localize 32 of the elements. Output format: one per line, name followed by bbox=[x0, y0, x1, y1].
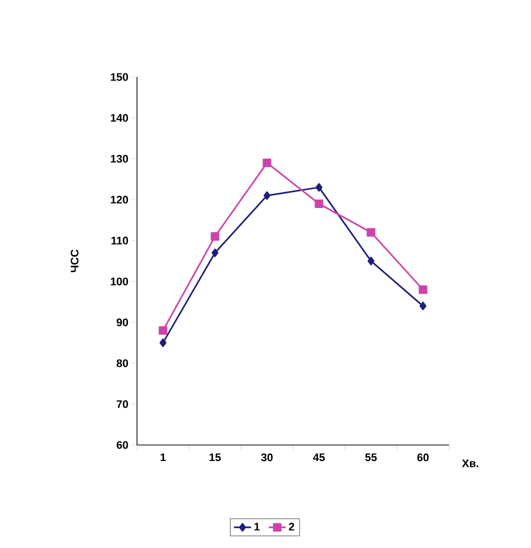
x-tick-label: 45 bbox=[313, 454, 325, 462]
point bbox=[262, 158, 272, 168]
point bbox=[264, 191, 270, 200]
y-tick-label: 140 bbox=[110, 114, 128, 122]
x-tick-label: 60 bbox=[417, 454, 429, 462]
y-tick-label: 130 bbox=[110, 154, 128, 163]
legend-label: 1 bbox=[254, 522, 260, 530]
point bbox=[368, 256, 374, 266]
point bbox=[212, 248, 218, 258]
x-tick-label: 30 bbox=[261, 454, 273, 462]
y-tick-label: 60 bbox=[116, 441, 128, 449]
y-axis-title: ЧСС bbox=[70, 250, 78, 272]
x-tick-label: 1 bbox=[160, 454, 166, 462]
point bbox=[366, 228, 376, 237]
point bbox=[420, 302, 426, 310]
point bbox=[316, 183, 322, 192]
point bbox=[160, 338, 166, 348]
y-tick-label: 100 bbox=[110, 278, 128, 286]
y-tick-label: 90 bbox=[116, 318, 128, 326]
y-tick-label: 80 bbox=[116, 359, 128, 368]
x-axis-title: Хв. bbox=[462, 460, 478, 468]
y-tick-label: 150 bbox=[110, 73, 128, 81]
y-tick-label: 110 bbox=[111, 236, 128, 244]
point bbox=[314, 199, 324, 208]
point bbox=[418, 285, 428, 294]
y-tick-label: 70 bbox=[116, 400, 128, 408]
legend-label: 2 bbox=[288, 522, 294, 530]
point bbox=[158, 326, 168, 335]
y-tick-label: 120 bbox=[110, 196, 128, 204]
x-tick-label: 55 bbox=[365, 454, 377, 462]
x-tick-label: 15 bbox=[210, 454, 221, 462]
point bbox=[210, 232, 220, 241]
